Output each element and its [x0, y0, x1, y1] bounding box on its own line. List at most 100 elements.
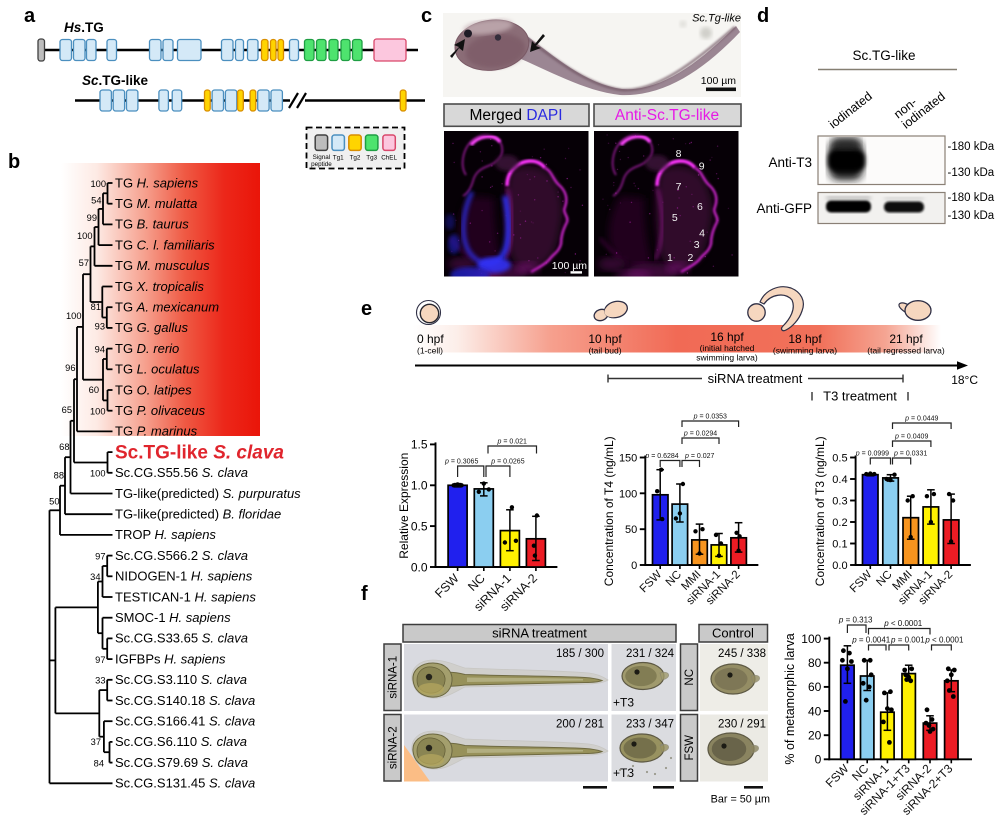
- svg-text:a: a: [24, 5, 36, 27]
- svg-text:Tg3: Tg3: [366, 155, 377, 162]
- svg-text:0.5: 0.5: [832, 452, 847, 464]
- svg-text:(swimming larva): (swimming larva): [773, 346, 837, 356]
- svg-text:c: c: [421, 5, 432, 27]
- svg-text:-130 kDa: -130 kDa: [948, 210, 995, 222]
- svg-text:FSW: FSW: [638, 569, 665, 596]
- svg-text:Control: Control: [712, 626, 754, 641]
- svg-text:TG P. olivaceus: TG P. olivaceus: [115, 403, 206, 418]
- svg-text:Sc.Tg-like: Sc.Tg-like: [692, 13, 741, 25]
- svg-text:p = 0.0265: p = 0.0265: [490, 459, 524, 466]
- svg-text:NIDOGEN-1 H. sapiens: NIDOGEN-1 H. sapiens: [115, 569, 253, 584]
- svg-text:80: 80: [808, 656, 822, 670]
- svg-text:10 hpf: 10 hpf: [588, 332, 622, 346]
- svg-text:Bar = 50 µm: Bar = 50 µm: [711, 794, 770, 806]
- svg-text:FSW: FSW: [432, 571, 462, 601]
- svg-text:81: 81: [91, 302, 101, 312]
- svg-text:+T3: +T3: [613, 766, 634, 780]
- svg-text:Anti-Sc.TG-like: Anti-Sc.TG-like: [615, 107, 719, 124]
- svg-text:p = 0.0999: p = 0.0999: [855, 451, 889, 458]
- svg-text:94: 94: [95, 345, 105, 355]
- svg-text:TG H. sapiens: TG H. sapiens: [115, 175, 199, 190]
- svg-text:Anti-T3: Anti-T3: [768, 155, 812, 170]
- svg-text:Hs.TG: Hs.TG: [64, 20, 104, 35]
- svg-text:siRNA treatment: siRNA treatment: [708, 371, 803, 386]
- svg-text:Sc.CG.S55.56 S. clava: Sc.CG.S55.56 S. clava: [115, 465, 248, 480]
- svg-text:p = 0.6284: p = 0.6284: [644, 453, 678, 460]
- svg-text:34: 34: [90, 572, 100, 582]
- svg-text:0: 0: [631, 560, 637, 572]
- svg-text:100 µm: 100 µm: [701, 75, 736, 87]
- svg-text:96: 96: [65, 363, 75, 373]
- svg-text:16 hpf: 16 hpf: [710, 330, 744, 344]
- svg-text:9: 9: [699, 161, 705, 173]
- svg-text:TG D. rerio: TG D. rerio: [115, 341, 179, 356]
- svg-text:0.5: 0.5: [411, 519, 428, 533]
- svg-text:p = 0.0449: p = 0.0449: [904, 416, 938, 423]
- svg-text:p = 0.3065: p = 0.3065: [444, 459, 478, 466]
- svg-text:0.1: 0.1: [832, 538, 847, 550]
- svg-text:0.0: 0.0: [411, 560, 428, 574]
- svg-text:57: 57: [79, 258, 89, 268]
- svg-text:e: e: [361, 298, 372, 320]
- svg-text:18 hpf: 18 hpf: [788, 332, 822, 346]
- svg-text:88: 88: [54, 471, 64, 481]
- svg-text:6: 6: [697, 201, 703, 213]
- svg-text:3: 3: [694, 239, 700, 251]
- svg-text:d: d: [757, 5, 769, 27]
- svg-text:40: 40: [808, 704, 822, 718]
- svg-text:245 / 338: 245 / 338: [718, 648, 766, 660]
- svg-text:p < 0.0001: p < 0.0001: [924, 636, 964, 645]
- svg-text:100: 100: [619, 488, 637, 500]
- svg-text:-180 kDa: -180 kDa: [948, 192, 995, 204]
- svg-text:(initial hatched: (initial hatched: [700, 343, 755, 353]
- svg-text:FSW: FSW: [848, 569, 875, 596]
- svg-text:f: f: [361, 583, 368, 605]
- svg-text:230 / 291: 230 / 291: [718, 719, 766, 731]
- svg-text:0.3: 0.3: [832, 495, 847, 507]
- svg-text:IGFBPs H. sapiens: IGFBPs H. sapiens: [115, 651, 226, 666]
- svg-text:p = 0.027: p = 0.027: [684, 453, 715, 460]
- svg-text:p = 0.021: p = 0.021: [497, 439, 528, 446]
- svg-text:37: 37: [91, 737, 101, 747]
- svg-text:97: 97: [95, 655, 105, 665]
- svg-text:50: 50: [625, 524, 637, 536]
- svg-text:231 / 324: 231 / 324: [626, 648, 675, 660]
- svg-text:20: 20: [808, 729, 822, 743]
- svg-text:185 / 300: 185 / 300: [556, 648, 604, 660]
- svg-text:100: 100: [90, 407, 106, 417]
- svg-text:Sc.CG.S131.45 S. clava: Sc.CG.S131.45 S. clava: [115, 776, 255, 791]
- svg-text:1.5: 1.5: [411, 438, 428, 452]
- svg-text:100: 100: [66, 311, 82, 321]
- svg-text:Anti-GFP: Anti-GFP: [756, 201, 812, 216]
- svg-text:65: 65: [62, 405, 72, 415]
- svg-text:54: 54: [91, 196, 101, 206]
- svg-text:Tg1: Tg1: [333, 155, 344, 162]
- svg-text:Sc.CG.S166.41 S. clava: Sc.CG.S166.41 S. clava: [115, 714, 255, 729]
- svg-text:(tail bud): (tail bud): [588, 346, 621, 356]
- svg-text:21 hpf: 21 hpf: [889, 332, 923, 346]
- svg-text:TG P. marinus: TG P. marinus: [115, 424, 198, 439]
- svg-text:93: 93: [95, 322, 105, 332]
- svg-text:TG C. l. familiaris: TG C. l. familiaris: [115, 237, 215, 252]
- svg-text:TESTICAN-1 H. sapiens: TESTICAN-1 H. sapiens: [115, 589, 256, 604]
- svg-text:200 / 281: 200 / 281: [556, 719, 604, 731]
- svg-text:siRNA-1: siRNA-1: [388, 656, 400, 699]
- svg-text:p = 0.001: p = 0.001: [890, 636, 925, 645]
- svg-text:siRNA treatment: siRNA treatment: [492, 626, 587, 641]
- svg-text:ChEL: ChEL: [381, 155, 397, 162]
- svg-text:60: 60: [89, 385, 99, 395]
- svg-text:p = 0.0041: p = 0.0041: [851, 636, 891, 645]
- svg-text:Tg2: Tg2: [350, 155, 361, 162]
- svg-text:Sc.CG.S3.110 S. clava: Sc.CG.S3.110 S. clava: [115, 672, 247, 687]
- svg-text:2: 2: [687, 252, 693, 264]
- svg-text:33: 33: [95, 676, 105, 686]
- svg-text:Signal: Signal: [313, 154, 331, 161]
- svg-text:SMOC-1 H. sapiens: SMOC-1 H. sapiens: [115, 610, 231, 625]
- svg-text:peptide: peptide: [311, 161, 332, 168]
- svg-text:18°C: 18°C: [951, 373, 978, 387]
- svg-text:60: 60: [808, 680, 822, 694]
- svg-text:p = 0.0294: p = 0.0294: [683, 431, 717, 438]
- svg-text:7: 7: [676, 181, 682, 193]
- svg-text:(tail regressed larva): (tail regressed larva): [867, 346, 945, 356]
- svg-text:Sc.CG.S79.69 S. clava: Sc.CG.S79.69 S. clava: [115, 755, 248, 770]
